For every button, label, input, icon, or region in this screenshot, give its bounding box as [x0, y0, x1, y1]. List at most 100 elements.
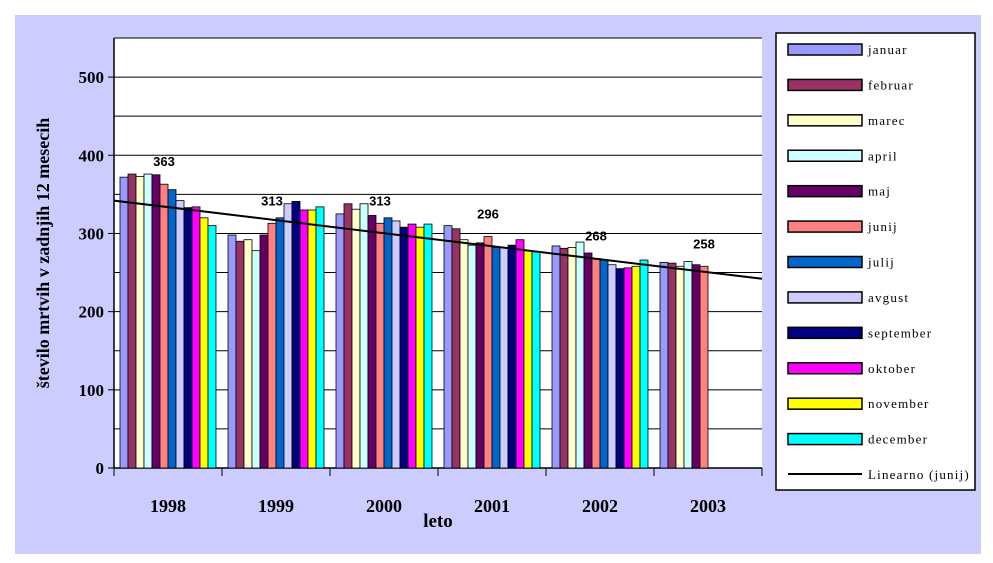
bar-april-1999 [251, 250, 261, 469]
bar-oktober-1999 [299, 209, 309, 469]
bar-april-2003 [683, 261, 693, 469]
bar-julij-1998 [167, 189, 177, 469]
plot-area [114, 38, 762, 468]
x-tick-label: 2002 [582, 496, 618, 516]
legend-label-oktober: oktober [868, 361, 916, 376]
bar-december-2002 [639, 259, 649, 469]
legend-swatch-december [787, 432, 863, 446]
legend-label-januar: januar [867, 42, 908, 57]
bar-januar-1998 [119, 176, 129, 469]
bar-september-2001 [507, 244, 517, 469]
legend-swatch-september [787, 326, 863, 340]
y-tick-label: 0 [96, 459, 105, 478]
bar-maj-2003 [691, 264, 701, 469]
legend-label-februar: februar [868, 77, 914, 92]
bar-oktober-2001 [515, 239, 525, 469]
y-tick-label: 400 [79, 146, 105, 165]
bar-marec-1999 [243, 239, 253, 469]
bar-avgust-1999 [283, 203, 293, 469]
bar-oktober-2000 [407, 223, 417, 469]
bar-april-2002 [575, 241, 585, 469]
bar-september-1998 [183, 207, 193, 469]
bar-maj-1998 [151, 174, 161, 469]
bar-julij-2000 [383, 217, 393, 469]
legend-swatch-julij [787, 255, 863, 269]
legend-swatch-marec [787, 114, 863, 127]
legend-swatch-januar [787, 43, 863, 56]
legend-label-september: september [868, 325, 932, 340]
bar-september-2002 [615, 268, 625, 469]
legend-label-junij: junij [867, 219, 898, 234]
legend-swatch-maj [787, 184, 863, 198]
bar-avgust-2001 [499, 247, 509, 469]
legend-label-avgust: avgust [868, 290, 909, 305]
bar-december-2000 [423, 223, 433, 469]
bar-julij-2002 [599, 259, 609, 469]
bar-marec-2003 [675, 265, 685, 469]
data-label: 268 [585, 228, 607, 243]
bar-februar-1999 [235, 240, 245, 469]
legend-swatch-februar [787, 78, 863, 92]
bar-november-2001 [523, 250, 533, 469]
x-tick-label: 1999 [258, 496, 294, 516]
legend-swatch-november [787, 397, 863, 410]
legend-label-november: november [868, 396, 930, 411]
bar-julij-2001 [491, 247, 501, 469]
y-tick-label: 500 [79, 68, 105, 87]
data-label: 363 [153, 154, 175, 169]
x-tick-label: 2000 [366, 496, 402, 516]
legend-label-april: april [868, 148, 898, 163]
bar-november-1999 [307, 209, 317, 469]
bar-marec-1998 [135, 175, 145, 469]
bar-november-2000 [415, 226, 425, 469]
legend-label-linearno-junij-: Linearno (junij) [868, 467, 970, 482]
chart-area: 0 100 200 300 400 500 1998 1999 2000 2001 2002 2003… [15, 15, 981, 554]
bar-maj-1999 [259, 234, 269, 469]
bar-februar-2002 [559, 247, 569, 469]
bar-avgust-2000 [391, 220, 401, 469]
data-label: 313 [261, 193, 283, 208]
bar-januar-1999 [227, 234, 237, 469]
legend-swatch-oktober [787, 362, 863, 375]
bar-april-2000 [359, 203, 369, 469]
bar-februar-2000 [343, 203, 353, 469]
bar-februar-2001 [451, 228, 461, 469]
bar-marec-2000 [351, 208, 361, 469]
y-tick-label: 200 [79, 303, 105, 322]
bar-september-2000 [399, 226, 409, 469]
y-tick-label: 300 [79, 224, 105, 243]
y-tick-label: 100 [79, 381, 105, 400]
bar-junij-2002 [591, 258, 601, 469]
legend-swatch-avgust [787, 291, 863, 304]
legend-swatch-junij [787, 220, 863, 233]
bar-november-1998 [199, 217, 209, 469]
x-tick-label: 2003 [690, 496, 726, 516]
data-label: 258 [693, 236, 715, 251]
bar-marec-2001 [459, 239, 469, 469]
bar-oktober-1998 [191, 206, 201, 469]
data-label: 313 [369, 193, 391, 208]
chart-svg: 0 100 200 300 400 500 1998 1999 2000 2001 2002 2003… [15, 15, 981, 554]
legend-label-december: december [868, 432, 928, 447]
bar-junij-2003 [699, 265, 709, 469]
data-label: 296 [477, 207, 499, 222]
legend-swatch-april [787, 149, 863, 162]
bar-maj-2001 [475, 242, 485, 469]
bar-januar-2000 [335, 213, 345, 469]
bar-april-2001 [467, 244, 477, 469]
bar-maj-2002 [583, 252, 593, 469]
bar-januar-2002 [551, 245, 561, 469]
bar-maj-2000 [367, 215, 377, 469]
trendline [113, 199, 763, 280]
legend-label-maj: maj [868, 184, 891, 199]
y-axis-title: število mrtvih v zadnjih 12 mesecih [33, 118, 53, 388]
bar-december-2001 [531, 251, 541, 469]
bar-januar-2001 [443, 225, 453, 469]
bar-februar-2003 [667, 262, 677, 469]
bar-december-1998 [207, 225, 217, 469]
bar-januar-2003 [659, 261, 669, 469]
bar-december-1999 [315, 206, 325, 469]
legend-label-julij: julij [867, 255, 895, 270]
bar-junij-2000 [375, 222, 385, 469]
bar-junij-1998 [159, 183, 169, 469]
